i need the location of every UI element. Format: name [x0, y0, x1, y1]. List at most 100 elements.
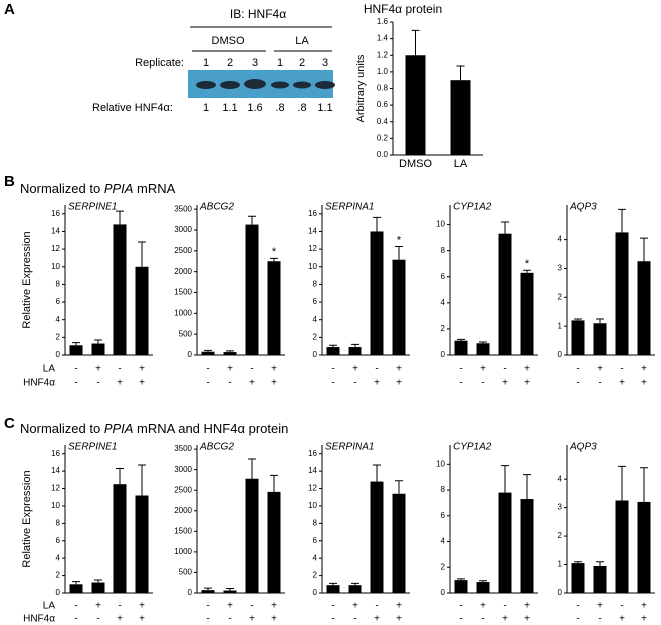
y-tick-label: 12 — [51, 244, 60, 253]
y-tick-label: 0.6 — [377, 100, 389, 109]
treatment-sign: - — [375, 601, 378, 612]
treatment-sign: - — [620, 601, 623, 612]
y-tick-label: 14 — [51, 466, 60, 475]
treatment-sign: + — [227, 601, 233, 612]
y-tick-label: 4 — [558, 474, 563, 483]
treatment-sign: - — [375, 364, 378, 375]
treatment-sign: + — [249, 614, 255, 625]
bar — [520, 499, 534, 593]
y-tick-label: 6 — [313, 297, 318, 306]
relative-label: Relative HNF4α: — [92, 102, 173, 114]
error-bar — [501, 221, 509, 234]
error-bar — [138, 464, 146, 496]
error-bar — [457, 338, 465, 341]
treatment-sign: + — [480, 601, 486, 612]
error-bar — [94, 339, 102, 344]
y-tick-label: 8 — [56, 280, 61, 289]
y-tick-label: 2 — [558, 531, 563, 540]
blot-bands — [196, 79, 335, 89]
error-bar — [72, 342, 80, 346]
y-tick-label: 2 — [56, 571, 61, 580]
chart-title: AQP3 — [569, 202, 597, 213]
bar — [392, 493, 406, 593]
y-tick-label: 10 — [308, 501, 317, 510]
y-tick-label: 12 — [308, 484, 317, 493]
treatment-sign: - — [206, 601, 209, 612]
y-tick-label: 8 — [313, 280, 318, 289]
panel-label: C — [4, 415, 15, 432]
treatment-sign: + — [117, 378, 123, 389]
y-tick-label: 1.6 — [377, 17, 389, 26]
bar — [245, 224, 259, 355]
blot-group: LA — [295, 35, 309, 47]
treatment-sign: - — [503, 601, 506, 612]
y-tick-label: 12 — [51, 484, 60, 493]
error-bar — [248, 215, 256, 225]
bar — [615, 232, 629, 355]
y-tick-label: 8 — [56, 518, 61, 527]
error-bar — [411, 29, 420, 56]
y-tick-label: 0.4 — [377, 117, 389, 126]
treatment-sign: - — [96, 614, 99, 625]
error-bar — [618, 208, 626, 233]
bar — [520, 272, 534, 355]
replicate: 3 — [322, 57, 328, 69]
y-tick-label: 1000 — [174, 308, 192, 317]
relative-value: 1.1 — [317, 102, 332, 114]
y-axis-label: Relative Expression — [21, 470, 33, 567]
treatment-sign: + — [619, 614, 625, 625]
y-tick-label: 10 — [51, 501, 60, 510]
relative-value: 1.6 — [247, 102, 262, 114]
replicate: 1 — [277, 57, 283, 69]
bar — [223, 590, 237, 593]
treatment-sign: + — [641, 364, 647, 375]
treatment-sign: - — [459, 378, 462, 389]
error-bar — [116, 210, 124, 225]
y-tick-label: 14 — [51, 227, 60, 236]
y-tick-label: 2500 — [174, 485, 192, 494]
bar — [405, 55, 426, 155]
error-bar — [351, 582, 359, 586]
y-tick-label: 14 — [308, 466, 317, 475]
bar — [571, 563, 585, 593]
treatment-label: HNF4α — [23, 378, 55, 389]
y-tick-label: 4 — [56, 553, 61, 562]
y-tick-label: 3000 — [174, 225, 192, 234]
treatment-sign: + — [396, 614, 402, 625]
y-tick-label: 4 — [313, 553, 318, 562]
treatment-sign: - — [576, 364, 579, 375]
error-bar — [618, 465, 626, 501]
y-tick-label: 16 — [51, 209, 60, 218]
y-tick-label: 1.4 — [377, 34, 389, 43]
y-tick-label: 4 — [56, 315, 61, 324]
bar — [245, 478, 259, 593]
treatment-sign: + — [95, 364, 101, 375]
y-tick-label: 3 — [558, 264, 563, 273]
y-tick-label: 0 — [558, 588, 563, 597]
y-tick-label: 0 — [441, 350, 446, 359]
y-tick-label: 0.2 — [377, 133, 389, 142]
x-tick-label: LA — [454, 158, 468, 170]
y-tick-label: 16 — [308, 449, 317, 458]
y-tick-label: 4 — [441, 537, 446, 546]
bar — [637, 261, 651, 355]
treatment-sign: + — [597, 601, 603, 612]
treatment-label: LA — [43, 601, 56, 612]
replicate: 1 — [203, 57, 209, 69]
relative-value: .8 — [297, 102, 306, 114]
treatment-sign: + — [396, 601, 402, 612]
y-tick-label: 14 — [308, 227, 317, 236]
error-bar — [457, 578, 465, 581]
y-tick-label: 6 — [56, 536, 61, 545]
error-bar — [270, 474, 278, 492]
error-bar — [523, 269, 531, 273]
error-bar — [204, 349, 212, 352]
treatment-sign: - — [206, 614, 209, 625]
bar — [201, 351, 215, 355]
bar — [571, 320, 585, 355]
section-title: Normalized to PPIA mRNA and HNF4α protei… — [20, 421, 288, 436]
bar — [498, 233, 512, 355]
significance: * — [272, 246, 277, 258]
y-tick-label: 10 — [436, 220, 445, 229]
